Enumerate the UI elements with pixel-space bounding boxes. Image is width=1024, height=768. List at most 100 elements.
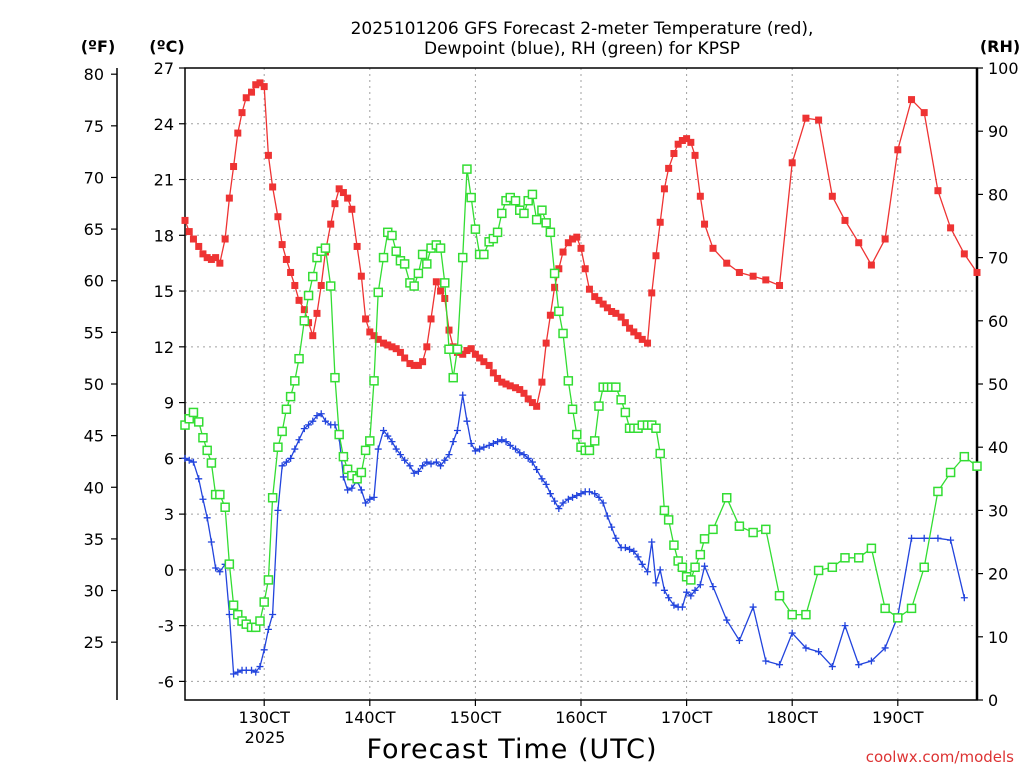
dewpoint-point bbox=[678, 603, 686, 611]
dewpoint-point bbox=[181, 454, 189, 462]
dewpoint-point bbox=[256, 663, 264, 671]
rh-point bbox=[734, 521, 745, 531]
dewpoint-point bbox=[638, 560, 646, 568]
rh-point bbox=[387, 230, 397, 241]
dewpoint-point bbox=[406, 462, 414, 470]
temperature-point bbox=[581, 265, 589, 273]
temperature-point bbox=[776, 281, 784, 289]
dewpoint-point bbox=[630, 547, 638, 555]
rh-point bbox=[572, 429, 582, 440]
dewpoint-point bbox=[841, 622, 849, 630]
temperature-point bbox=[181, 216, 189, 224]
dewpoint-point bbox=[723, 616, 731, 624]
temperature-point bbox=[300, 306, 308, 314]
dewpoint-point bbox=[502, 438, 510, 446]
dewpoint-point bbox=[648, 538, 656, 546]
temperature-point bbox=[749, 272, 757, 280]
temperature-point bbox=[427, 315, 435, 323]
dewpoint-point bbox=[564, 495, 572, 503]
temperature-point bbox=[701, 220, 709, 228]
rh-point bbox=[663, 515, 674, 525]
rh-point bbox=[308, 271, 318, 282]
temperature-point bbox=[709, 244, 717, 252]
dewpoint-point bbox=[370, 493, 378, 501]
celsius-unit-label: (ºC) bbox=[149, 37, 184, 56]
rh-point bbox=[373, 287, 383, 298]
dewpoint-point bbox=[445, 451, 453, 459]
temperature-point bbox=[630, 328, 638, 336]
rh-point bbox=[290, 376, 300, 386]
dewpoint-point bbox=[230, 670, 238, 678]
series-temperature bbox=[181, 79, 981, 410]
series-rh bbox=[180, 164, 982, 633]
rh-point bbox=[972, 461, 982, 471]
rh-point bbox=[549, 268, 560, 279]
temperature-point bbox=[406, 360, 414, 368]
temperature-point bbox=[423, 343, 431, 351]
rh-tick-label: 0 bbox=[988, 691, 998, 710]
rh-tick-label: 60 bbox=[988, 312, 1008, 331]
celsius-tick-label: -3 bbox=[158, 617, 174, 636]
temperature-point bbox=[735, 268, 743, 276]
rh-point bbox=[497, 208, 507, 219]
dewpoint-point bbox=[528, 458, 536, 466]
rh-point bbox=[813, 565, 824, 576]
x-tick-label: 140CT bbox=[344, 708, 396, 727]
rh-tick-label: 20 bbox=[988, 565, 1008, 584]
rh-point bbox=[277, 426, 287, 437]
celsius-tick-label: 27 bbox=[154, 59, 174, 78]
fahrenheit-tick-label: 25 bbox=[84, 633, 104, 652]
celsius-tick-label: 18 bbox=[154, 226, 174, 245]
temperature-point bbox=[437, 287, 445, 295]
dewpoint-point bbox=[357, 486, 365, 494]
dewpoint-point bbox=[603, 512, 611, 520]
rh-point bbox=[369, 376, 379, 386]
temperature-point bbox=[295, 296, 303, 304]
fahrenheit-tick-label: 65 bbox=[84, 220, 104, 239]
temperature-point bbox=[248, 88, 256, 96]
dewpoint-point bbox=[489, 439, 497, 447]
rh-point bbox=[338, 451, 349, 462]
rh-point bbox=[519, 208, 529, 219]
rh-point bbox=[206, 458, 217, 468]
dewpoint-point bbox=[396, 451, 404, 459]
dewpoint-point bbox=[348, 484, 356, 492]
rh-point bbox=[567, 404, 578, 415]
rh-tick-label: 70 bbox=[988, 249, 1008, 268]
temperature-point bbox=[485, 361, 493, 369]
temperature-point bbox=[585, 285, 593, 293]
rh-point bbox=[417, 249, 428, 260]
temperature-point bbox=[370, 332, 378, 340]
dewpoint-point bbox=[559, 499, 567, 507]
rh-point bbox=[492, 227, 503, 238]
temperature-point bbox=[551, 283, 559, 291]
rh-tick-label: 100 bbox=[988, 59, 1019, 78]
temperature-point bbox=[638, 335, 646, 343]
temperature-point bbox=[934, 187, 942, 195]
chart-title-line-1: 2025101206 GFS Forecast 2-meter Temperat… bbox=[351, 19, 814, 39]
dewpoint-point bbox=[392, 445, 400, 453]
celsius-tick-label: 12 bbox=[154, 338, 174, 357]
temperature-point bbox=[388, 343, 396, 351]
temperature-point bbox=[546, 311, 554, 319]
rh-point bbox=[391, 246, 401, 257]
temperature-point bbox=[665, 164, 673, 172]
temperature-point bbox=[476, 354, 484, 362]
temperature-point bbox=[309, 332, 317, 340]
rh-point bbox=[356, 467, 367, 478]
temperature-point bbox=[691, 151, 699, 159]
rh-point bbox=[325, 281, 336, 291]
fahrenheit-unit-label: (ºF) bbox=[81, 37, 116, 56]
rh-point bbox=[228, 600, 239, 610]
dewpoint-point bbox=[608, 523, 616, 531]
dewpoint-point bbox=[735, 637, 743, 645]
temperature-point bbox=[274, 213, 282, 221]
dewpoint-point bbox=[634, 553, 642, 561]
dewpoint-point bbox=[498, 436, 506, 444]
rh-point bbox=[360, 445, 371, 456]
dewpoint-point bbox=[305, 421, 313, 429]
dewpoint-point bbox=[471, 447, 479, 455]
temperature-point bbox=[660, 185, 668, 193]
temperature-point bbox=[392, 345, 400, 353]
